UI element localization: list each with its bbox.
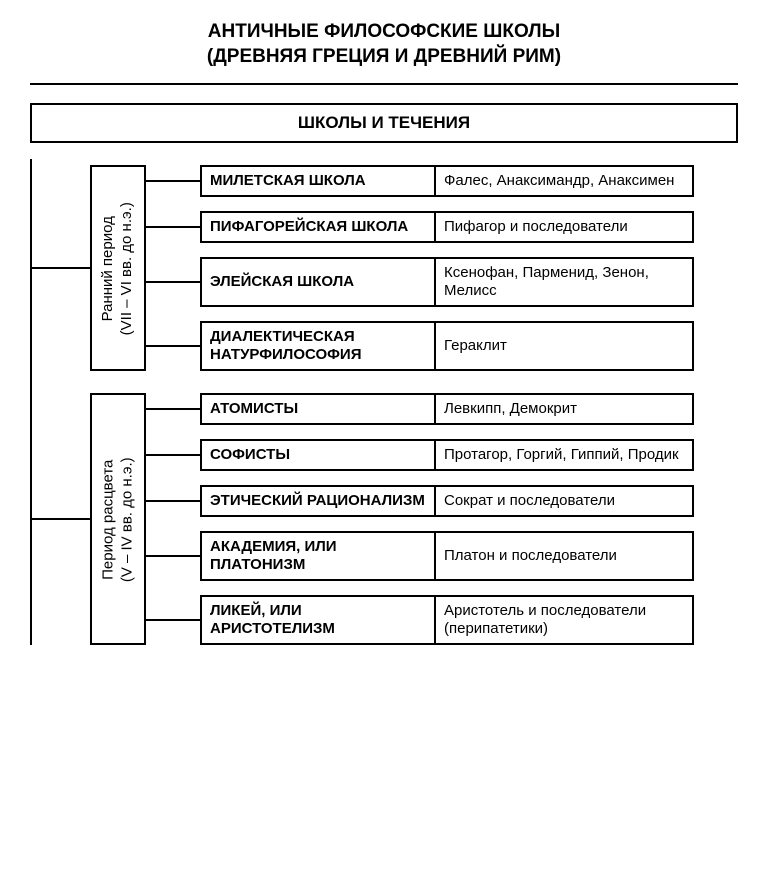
school-row: АТОМИСТЫЛевкипп, Демокрит	[200, 393, 738, 425]
connector-line	[146, 500, 200, 502]
school-people: Платон и последователи	[434, 531, 694, 581]
school-row: ЭЛЕЙСКАЯ ШКОЛАКсенофан, Парменид, Зенон,…	[200, 257, 738, 307]
school-people: Ксенофан, Парменид, Зенон, Мелисс	[434, 257, 694, 307]
divider	[30, 83, 738, 85]
connector-line	[146, 555, 200, 557]
connector-line	[146, 281, 200, 283]
connector-line	[146, 180, 200, 182]
period-label: Период расцвета(V – IV вв. до н.э.)	[99, 457, 137, 582]
school-row: ДИАЛЕКТИЧЕСКАЯ НАТУРФИЛОСОФИЯГераклит	[200, 321, 738, 371]
period-label-line2: (VII – VI вв. до н.э.)	[118, 202, 137, 335]
school-name: АКАДЕМИЯ, ИЛИ ПЛАТОНИЗМ	[200, 531, 434, 581]
schools-list: МИЛЕТСКАЯ ШКОЛАФалес, Анаксимандр, Анакс…	[90, 165, 738, 371]
period-label-line1: Период расцвета	[99, 457, 118, 582]
school-people: Гераклит	[434, 321, 694, 371]
school-name: СОФИСТЫ	[200, 439, 434, 471]
connector-line	[146, 226, 200, 228]
header-text: ШКОЛЫ И ТЕЧЕНИЯ	[298, 113, 470, 132]
school-name: ДИАЛЕКТИЧЕСКАЯ НАТУРФИЛОСОФИЯ	[200, 321, 434, 371]
page-title: АНТИЧНЫЕ ФИЛОСОФСКИЕ ШКОЛЫ (ДРЕВНЯЯ ГРЕЦ…	[30, 20, 738, 69]
schools-list: АТОМИСТЫЛевкипп, ДемокритСОФИСТЫПротагор…	[90, 393, 738, 645]
school-row: ЭТИЧЕСКИЙ РАЦИОНАЛИЗМСократ и последоват…	[200, 485, 738, 517]
connector-line	[146, 619, 200, 621]
connector-line	[146, 454, 200, 456]
school-row: ЛИКЕЙ, ИЛИ АРИСТОТЕЛИЗМАристотель и посл…	[200, 595, 738, 645]
connector-line	[146, 345, 200, 347]
school-people: Протагор, Горгий, Гиппий, Продик	[434, 439, 694, 471]
period-label-box: Период расцвета(V – IV вв. до н.э.)	[90, 393, 146, 645]
period-block: АТОМИСТЫЛевкипп, ДемокритСОФИСТЫПротагор…	[42, 393, 738, 645]
school-people: Левкипп, Демокрит	[434, 393, 694, 425]
branch-line	[30, 518, 90, 520]
header-box: ШКОЛЫ И ТЕЧЕНИЯ	[30, 103, 738, 143]
school-name: АТОМИСТЫ	[200, 393, 434, 425]
period-block: МИЛЕТСКАЯ ШКОЛАФалес, Анаксимандр, Анакс…	[42, 165, 738, 371]
connector-line	[146, 408, 200, 410]
title-line1: АНТИЧНЫЕ ФИЛОСОФСКИЕ ШКОЛЫ	[208, 21, 560, 42]
school-name: ЭЛЕЙСКАЯ ШКОЛА	[200, 257, 434, 307]
school-people: Фалес, Анаксимандр, Анаксимен	[434, 165, 694, 197]
school-row: МИЛЕТСКАЯ ШКОЛАФалес, Анаксимандр, Анакс…	[200, 165, 738, 197]
title-line2: (ДРЕВНЯЯ ГРЕЦИЯ И ДРЕВНИЙ РИМ)	[207, 46, 561, 67]
school-people: Пифагор и последователи	[434, 211, 694, 243]
tree-root: МИЛЕТСКАЯ ШКОЛАФалес, Анаксимандр, Анакс…	[30, 165, 738, 645]
school-row: ПИФАГОРЕЙСКАЯ ШКОЛАПифагор и последовате…	[200, 211, 738, 243]
school-name: МИЛЕТСКАЯ ШКОЛА	[200, 165, 434, 197]
period-label-line1: Ранний период	[99, 202, 118, 335]
school-people: Сократ и последователи	[434, 485, 694, 517]
period-label-line2: (V – IV вв. до н.э.)	[118, 457, 137, 582]
period-label: Ранний период(VII – VI вв. до н.э.)	[99, 202, 137, 335]
school-name: ПИФАГОРЕЙСКАЯ ШКОЛА	[200, 211, 434, 243]
school-row: АКАДЕМИЯ, ИЛИ ПЛАТОНИЗМПлатон и последов…	[200, 531, 738, 581]
school-name: ЭТИЧЕСКИЙ РАЦИОНАЛИЗМ	[200, 485, 434, 517]
branch-line	[30, 267, 90, 269]
school-row: СОФИСТЫПротагор, Горгий, Гиппий, Продик	[200, 439, 738, 471]
period-label-box: Ранний период(VII – VI вв. до н.э.)	[90, 165, 146, 371]
school-people: Аристотель и последо­ватели (перипатетик…	[434, 595, 694, 645]
school-name: ЛИКЕЙ, ИЛИ АРИСТОТЕЛИЗМ	[200, 595, 434, 645]
tree-trunk	[30, 159, 32, 645]
